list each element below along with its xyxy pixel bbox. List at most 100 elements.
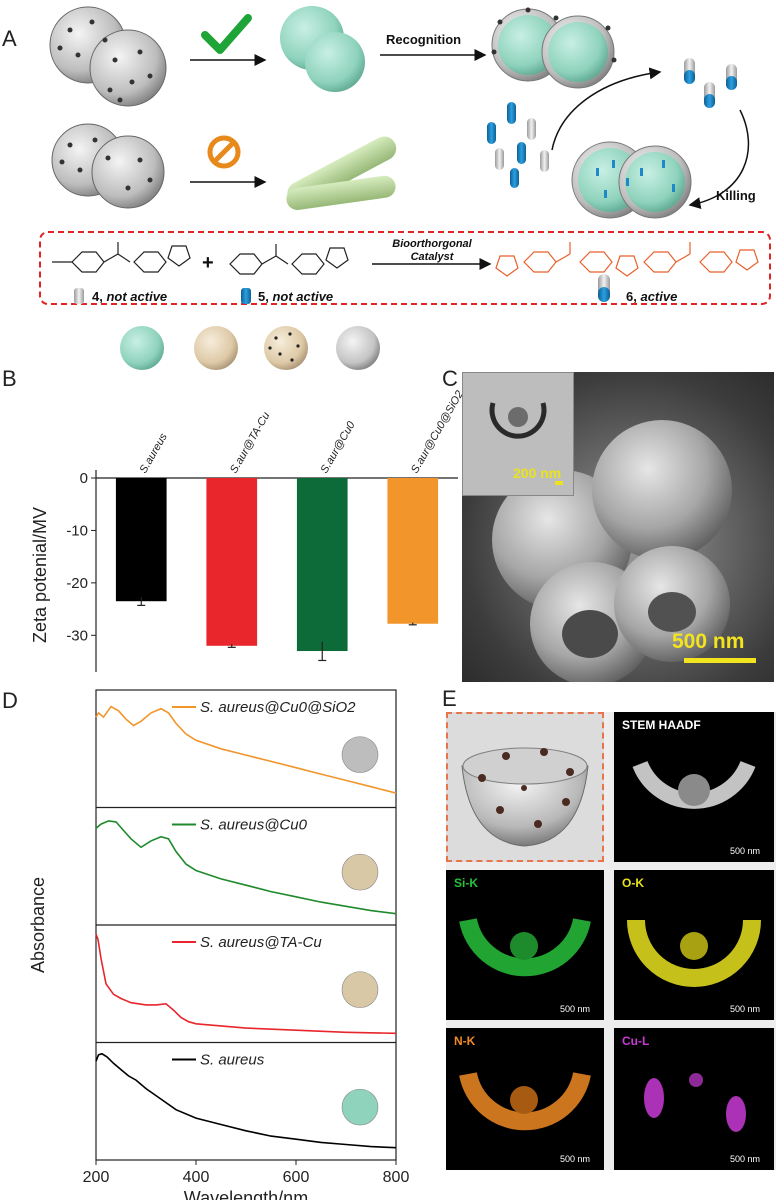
haadf-shape: [632, 760, 756, 809]
sample-sphere-icon: [341, 1088, 379, 1126]
n-k-label: N-K: [454, 1034, 476, 1048]
panel-b-sphere-icons: [120, 326, 380, 370]
series-line: [95, 820, 397, 915]
legend-label: S. aureus: [200, 1052, 265, 1069]
inset-scale-bar: [555, 481, 563, 485]
category-label: S.aur@Cu0@SiO2: [409, 389, 466, 476]
compound-6-structure: [495, 242, 759, 277]
x-tick-label: 200: [83, 1169, 110, 1186]
plus-sign: +: [202, 252, 214, 274]
cu-l-scale: 500 nm: [730, 1154, 760, 1164]
panel-b-letter: B: [2, 366, 17, 391]
series-line: [95, 705, 397, 794]
n-k-scale: 500 nm: [560, 1154, 590, 1164]
n-k-shape: [459, 1072, 591, 1131]
x-tick-label: 400: [183, 1169, 210, 1186]
category-label: S.aureus: [137, 431, 170, 476]
series-line: [95, 933, 397, 1035]
compound-5-number: 5,: [258, 289, 269, 304]
catalyst-label: Bioorthorgonal Catalyst: [382, 238, 482, 264]
panel-a-letter: A: [2, 26, 17, 51]
si-k-scale: 500 nm: [560, 1004, 590, 1014]
legend-label: S. aureus@Cu0: [200, 817, 308, 834]
prohibited-icon: [207, 135, 241, 169]
category-label: S.aur@TA-Cu: [228, 410, 273, 475]
stem-haadf-scale: 500 nm: [730, 846, 760, 856]
compound-4-text: not active: [106, 289, 168, 304]
compound-5-text: not active: [272, 289, 334, 304]
si-k-shape: [459, 918, 591, 977]
legend-label: S. aureus@TA-Cu: [200, 934, 322, 951]
rod-bacteria: [286, 136, 397, 210]
coated-bacteria-top: [491, 7, 617, 89]
bar: [387, 478, 439, 624]
map-o-k: O-K 500 nm: [614, 870, 774, 1020]
x-axis-title: Wavelength/nm: [184, 1188, 308, 1200]
recognition-label: Recognition: [386, 32, 462, 47]
compound-4-capsule-icon: [74, 288, 84, 304]
compound-6-text: active: [640, 289, 678, 304]
o-k-label: O-K: [622, 876, 644, 890]
compound-4-number: 4,: [92, 289, 103, 304]
compound-5-label: 5, not active: [258, 289, 333, 304]
shell-render-icon: [461, 747, 589, 847]
cu-l-shape: [644, 1073, 746, 1132]
tem-hollow-sphere: [489, 402, 547, 439]
coated-bacteria-killed: [571, 141, 692, 219]
panel-a-schematic: [39, 6, 771, 305]
cu0-sphere-icon: [264, 326, 308, 370]
cu-l-scale-text: 500 nm: [729, 1154, 760, 1164]
n-k-scale-text: 500 nm: [559, 1154, 590, 1164]
main-scale-bar: [684, 658, 756, 663]
si-k-label: Si-K: [454, 876, 478, 890]
map-n-k: N-K 500 nm: [446, 1028, 604, 1170]
compound-4-structure: [52, 242, 191, 273]
x-tick-label: 800: [383, 1169, 410, 1186]
catalyst-line2: Catalyst: [410, 251, 454, 263]
panel-c-letter: C: [442, 366, 458, 391]
map-si-k: Si-K 500 nm: [446, 870, 604, 1020]
sample-sphere-icon: [341, 853, 379, 891]
stem-haadf-label: STEM HAADF: [622, 718, 701, 732]
inset-scale-label: 200 nm: [513, 465, 562, 481]
map-cu-l: Cu-L 500 nm: [614, 1028, 774, 1170]
main-scale-label: 500 nm: [672, 630, 745, 653]
bar: [115, 478, 167, 602]
panel-e-letter: E: [442, 686, 457, 711]
compound-6-label: 6, active: [626, 289, 677, 304]
bar: [296, 478, 348, 652]
cu0-sio2-sphere-icon: [336, 326, 380, 370]
x-tick-label: 600: [283, 1169, 310, 1186]
sample-sphere-icon: [341, 736, 379, 773]
sio2-shell-pair-bottom: [51, 123, 165, 209]
o-k-scale: 500 nm: [730, 1004, 760, 1014]
zeta-potential-chart: 0 -10 -20 -30 Zeta potenial/MV S.aureus S.aur@…: [30, 389, 466, 672]
sample-sphere-icon: [341, 971, 379, 1008]
y-tick-label: -30: [66, 627, 88, 644]
check-icon: [201, 14, 252, 54]
absorbance-chart: 200 400 600 800 Wavelength/nm Absorbance S. au…: [28, 689, 410, 1200]
hollow-shell-render: [446, 712, 604, 862]
bacteria-spheres-top: [280, 6, 365, 92]
cu-l-label: Cu-L: [622, 1034, 650, 1048]
compound-5-capsule-icon: [241, 288, 251, 304]
y-tick-label: -10: [66, 522, 88, 539]
category-label: S.aur@Cu0: [318, 419, 358, 476]
compound-4-label: 4, not active: [92, 289, 167, 304]
reaction-box: [39, 231, 771, 305]
y-axis-title: Zeta potenial/MV: [30, 507, 50, 643]
compound-6-capsule-icon: [598, 274, 610, 302]
o-k-shape: [627, 919, 761, 987]
reagent-capsules: [487, 102, 549, 188]
panel-d-letter: D: [2, 688, 18, 713]
si-k-scale-text: 500 nm: [559, 1004, 590, 1014]
ta-cu-sphere-icon: [194, 326, 238, 370]
map-stem-haadf: STEM HAADF 500 nm: [614, 712, 774, 862]
compound-5-structure: [229, 244, 349, 275]
compound-6-number: 6,: [626, 289, 637, 304]
series-line: [95, 1052, 397, 1149]
sio2-shell-pair-top: [49, 6, 167, 107]
sem-image: 200 nm 500 nm: [462, 372, 774, 682]
y-axis-title: Absorbance: [28, 877, 48, 973]
sem-inset: 200 nm: [462, 372, 574, 496]
